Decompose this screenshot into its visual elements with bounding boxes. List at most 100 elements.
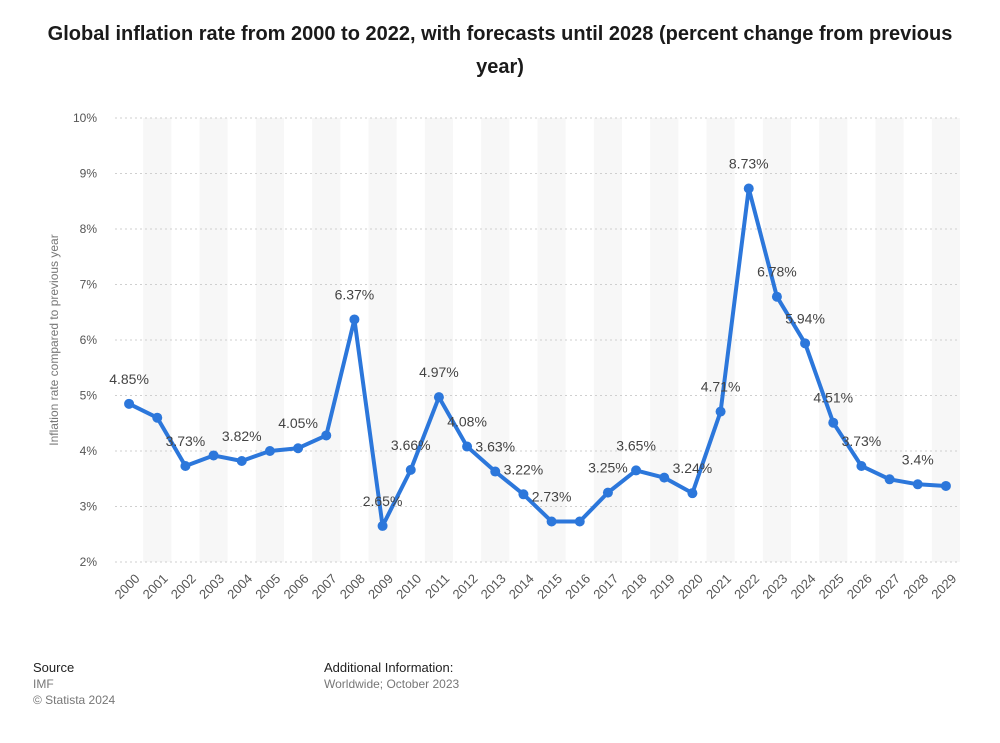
data-point [152,412,163,423]
data-point [884,474,895,485]
data-point [800,338,811,349]
y-tick-label: 5% [80,389,98,403]
x-tick-label: 2010 [393,571,424,602]
data-point [574,516,585,527]
x-tick-label: 2009 [365,571,396,602]
data-point [828,417,839,428]
data-point [180,460,191,471]
data-label: 3.63% [475,439,515,455]
data-label: 8.73% [729,155,769,171]
x-tick-label: 2008 [337,571,368,602]
data-point [659,472,670,483]
data-label: 4.51% [813,390,853,406]
source-block: Source IMF © Statista 2024 [33,660,115,708]
data-point [715,406,726,417]
data-label: 3.66% [391,437,431,453]
column-band [143,118,172,562]
data-point [264,446,275,456]
data-point [602,487,613,498]
x-tick-label: 2022 [731,571,762,602]
data-point [349,314,360,325]
data-point [743,183,754,194]
x-tick-label: 2026 [844,571,875,602]
data-point [687,488,698,499]
x-tick-label: 2016 [562,571,593,602]
x-tick-label: 2004 [224,571,255,602]
data-label: 2.73% [532,488,572,504]
data-label: 4.85% [109,371,149,387]
x-tick-label: 2013 [478,571,509,602]
data-point [490,466,501,477]
copyright-text[interactable]: © Statista 2024 [33,693,116,707]
x-tick-label: 2023 [759,571,790,602]
x-tick-label: 2024 [788,571,819,602]
x-tick-label: 2029 [928,571,959,602]
data-label: 3.22% [504,461,544,477]
x-tick-label: 2027 [872,571,903,602]
data-label: 3.65% [616,437,656,453]
x-tick-label: 2006 [281,571,312,602]
data-label: 3.73% [842,433,882,449]
column-band [424,118,453,562]
x-tick-label: 2001 [140,571,171,602]
data-point [912,479,923,490]
data-point [321,430,332,441]
data-point [518,489,529,500]
data-label: 3.4% [902,451,934,467]
y-tick-label: 8% [80,222,98,236]
column-band [650,118,679,562]
column-band [199,118,228,562]
source-heading: Source [33,660,75,675]
x-tick-label: 2020 [675,571,706,602]
y-tick-label: 6% [80,333,98,347]
y-tick-label: 4% [80,444,98,458]
chart-title: Global inflation rate from 2000 to 2022,… [47,23,953,78]
x-tick-label: 2015 [534,571,565,602]
data-label: 3.73% [166,433,206,449]
x-tick-label: 2014 [506,571,537,602]
x-tick-label: 2005 [252,571,283,602]
y-tick-label: 9% [80,167,98,181]
x-tick-label: 2025 [816,571,847,602]
x-tick-label: 2012 [450,571,481,602]
info-heading: Additional Information: [324,660,454,675]
data-label: 3.24% [673,460,713,476]
data-label: 3.82% [222,428,262,444]
x-tick-label: 2019 [647,571,678,602]
data-label: 4.05% [278,415,318,431]
data-label: 3.25% [588,460,628,476]
data-point [405,464,416,475]
y-tick-label: 10% [73,111,97,125]
data-point [208,450,219,461]
x-tick-label: 2002 [168,571,199,602]
y-tick-label: 7% [80,278,98,292]
data-point [631,465,642,476]
data-point [546,516,557,527]
y-axis-label: Inflation rate compared to previous year [47,234,61,445]
y-tick-label: 2% [80,555,98,569]
data-label: 4.97% [419,364,459,380]
x-tick-label: 2028 [900,571,931,602]
data-label: 4.08% [447,414,487,430]
data-point [856,460,867,471]
x-tick-label: 2007 [309,571,340,602]
additional-info-block: Additional Information: Worldwide; Octob… [324,660,459,692]
data-point [377,520,388,531]
data-label: 5.94% [785,310,825,326]
source-name[interactable]: IMF [33,677,54,691]
data-label: 6.78% [757,264,797,280]
data-label: 4.71% [701,379,741,395]
data-point [940,480,951,491]
x-tick-label: 2017 [590,571,621,602]
column-band [819,118,848,562]
x-tick-label: 2003 [196,571,227,602]
x-tick-label: 2021 [703,571,734,602]
x-tick-label: 2000 [112,571,143,602]
data-label: 2.65% [363,493,403,509]
data-label: 6.37% [335,286,375,302]
data-point [124,398,135,409]
y-tick-label: 3% [80,500,98,514]
data-point [433,392,444,403]
x-tick-label: 2011 [422,571,452,601]
data-point [236,455,247,466]
